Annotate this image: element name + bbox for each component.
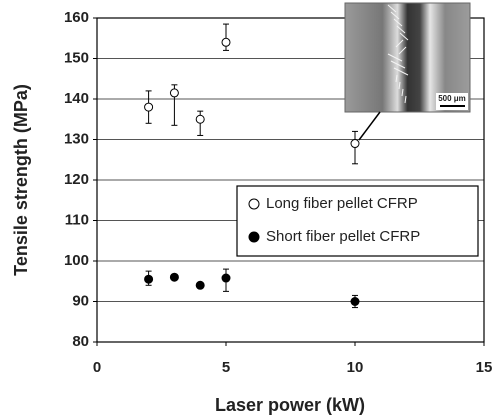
inset-pointer (359, 112, 380, 140)
y-tick-label: 120 (64, 171, 89, 188)
point (351, 140, 359, 148)
legend-label: Short fiber pellet CFRP (266, 228, 420, 245)
inset-scale-label: 500 μm (438, 94, 466, 103)
point (196, 115, 204, 123)
point (196, 281, 204, 289)
point (222, 274, 230, 282)
y-tick-label: 110 (65, 211, 89, 228)
y-tick-label: 160 (64, 9, 89, 26)
x-tick-label: 0 (93, 359, 101, 376)
x-tick-label: 15 (476, 359, 493, 376)
point (145, 275, 153, 283)
page: Laser power (kW) Tensile strength (MPa) … (0, 0, 500, 419)
y-tick-label: 130 (64, 130, 89, 147)
point (351, 298, 359, 306)
chart: Laser power (kW) Tensile strength (MPa) … (0, 0, 500, 419)
legend-label: Long fiber pellet CFRP (266, 195, 418, 212)
point (170, 273, 178, 281)
point (145, 103, 153, 111)
y-tick-label: 90 (72, 292, 89, 309)
point (170, 89, 178, 97)
legend-marker (249, 199, 259, 209)
y-tick-label: 150 (64, 49, 89, 66)
x-tick-label: 10 (347, 359, 364, 376)
y-tick-label: 100 (64, 252, 89, 269)
point (222, 38, 230, 46)
x-tick-label: 5 (222, 359, 230, 376)
x-axis-label: Laser power (kW) (215, 395, 365, 415)
y-tick-label: 80 (72, 333, 89, 350)
y-tick-label: 140 (64, 90, 89, 107)
y-axis-label: Tensile strength (MPa) (11, 84, 31, 276)
legend-marker (249, 232, 259, 242)
